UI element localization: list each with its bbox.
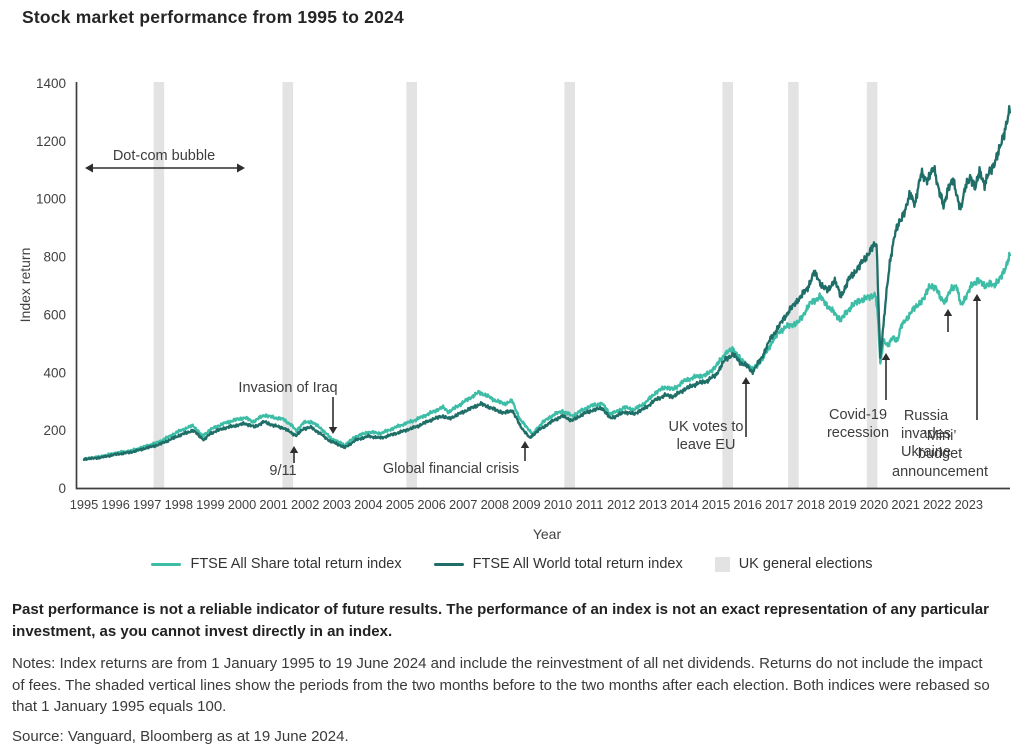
- svg-text:1000: 1000: [36, 192, 66, 207]
- annotation-covid: Covid-19 recession: [827, 353, 891, 441]
- svg-text:9/11: 9/11: [269, 463, 296, 479]
- svg-text:Russia: Russia: [904, 408, 949, 424]
- svg-text:0: 0: [58, 481, 66, 496]
- svg-text:2015: 2015: [702, 497, 730, 512]
- annotation-gfc: Global financial crisis: [383, 441, 530, 477]
- disclaimer-text: Past performance is not a reliable indic…: [12, 601, 989, 640]
- legend-label-all-world: FTSE All World total return index: [472, 556, 683, 572]
- svg-text:1997: 1997: [133, 497, 161, 512]
- svg-text:2022: 2022: [923, 497, 951, 512]
- svg-text:1995: 1995: [70, 497, 98, 512]
- svg-text:budget: budget: [918, 446, 962, 462]
- svg-text:2008: 2008: [481, 497, 509, 512]
- svg-text:2021: 2021: [891, 497, 919, 512]
- election-band: [866, 82, 878, 488]
- svg-text:2020: 2020: [860, 497, 888, 512]
- svg-text:invades: invades: [901, 426, 951, 442]
- notes-text: Notes: Index returns are from 1 January …: [12, 655, 990, 715]
- chart-legend: FTSE All Share total return index FTSE A…: [0, 556, 1024, 572]
- svg-text:800: 800: [43, 250, 66, 265]
- election-band: [282, 82, 294, 488]
- all-world-line-swatch: [433, 562, 464, 566]
- svg-text:2007: 2007: [449, 497, 477, 512]
- svg-text:2013: 2013: [639, 497, 667, 512]
- all-share-line-swatch: [151, 562, 182, 566]
- annotation-mini-budget: ‘Mini’ budget announcement: [892, 294, 988, 480]
- svg-text:2017: 2017: [765, 497, 793, 512]
- svg-text:Year: Year: [533, 526, 562, 542]
- svg-text:1400: 1400: [36, 76, 66, 91]
- svg-text:Covid-19: Covid-19: [829, 407, 887, 423]
- svg-text:2016: 2016: [733, 497, 761, 512]
- chart-title: Stock market performance from 1995 to 20…: [22, 7, 404, 27]
- svg-text:2004: 2004: [354, 497, 382, 512]
- svg-text:2018: 2018: [797, 497, 825, 512]
- svg-text:2003: 2003: [323, 497, 351, 512]
- svg-text:2023: 2023: [955, 497, 983, 512]
- election-band: [788, 82, 799, 488]
- svg-text:1998: 1998: [165, 497, 193, 512]
- svg-text:2011: 2011: [576, 497, 604, 512]
- svg-text:Index return: Index return: [17, 248, 33, 323]
- election-band: [722, 82, 733, 488]
- svg-text:400: 400: [43, 365, 66, 380]
- ftse-all-world-line: [82, 104, 1012, 462]
- svg-text:2010: 2010: [544, 497, 572, 512]
- svg-text:announcement: announcement: [892, 464, 988, 480]
- svg-text:2012: 2012: [607, 497, 635, 512]
- svg-text:1200: 1200: [36, 134, 66, 149]
- annotation-russia: Russia invades Ukraine: [901, 309, 953, 460]
- svg-text:1999: 1999: [196, 497, 224, 512]
- ftse-all-share-line: [82, 251, 1012, 462]
- svg-text:600: 600: [43, 307, 66, 322]
- election-band: [406, 82, 417, 488]
- svg-text:Global financial crisis: Global financial crisis: [383, 461, 519, 477]
- legend-label-elections: UK general elections: [738, 556, 873, 572]
- stock-performance-chart: 0 200 400 600 800 1000 1200 1400 1995 1996 1997 199…: [17, 76, 1012, 542]
- svg-text:2019: 2019: [828, 497, 856, 512]
- legend-item-all-share: FTSE All Share total return index: [151, 556, 402, 572]
- annotation-dotcom: Dot-com bubble: [85, 148, 245, 173]
- footer: Past performance is not a reliable indic…: [12, 599, 997, 747]
- svg-text:‘Mini’: ‘Mini’: [923, 428, 956, 444]
- election-band: [153, 82, 165, 488]
- elections-box-swatch: [714, 556, 730, 572]
- svg-text:UK votes to: UK votes to: [669, 419, 744, 435]
- svg-text:1996: 1996: [101, 497, 129, 512]
- svg-text:2006: 2006: [417, 497, 445, 512]
- legend-label-all-share: FTSE All Share total return index: [190, 556, 402, 572]
- legend-item-elections: UK general elections: [714, 556, 873, 572]
- svg-text:200: 200: [43, 423, 66, 438]
- svg-text:2005: 2005: [386, 497, 414, 512]
- axes: [75, 82, 1010, 490]
- legend-item-all-world: FTSE All World total return index: [433, 556, 683, 572]
- svg-text:leave EU: leave EU: [677, 437, 736, 453]
- svg-text:2001: 2001: [259, 497, 287, 512]
- source-text: Source: Vanguard, Bloomberg as at 19 Jun…: [12, 727, 349, 745]
- svg-text:recession: recession: [827, 425, 889, 441]
- annotation-iraq: Invasion of Iraq: [238, 380, 338, 434]
- svg-text:2014: 2014: [670, 497, 698, 512]
- svg-text:2002: 2002: [291, 497, 319, 512]
- annotation-nine-eleven: 9/11: [269, 446, 299, 479]
- election-band: [564, 82, 575, 488]
- annotation-brexit: UK votes to leave EU: [669, 377, 751, 453]
- svg-text:Invasion of Iraq: Invasion of Iraq: [238, 380, 337, 396]
- svg-text:Ukraine: Ukraine: [901, 444, 951, 460]
- svg-text:2000: 2000: [228, 497, 256, 512]
- svg-text:Dot-com bubble: Dot-com bubble: [113, 148, 215, 164]
- svg-text:2009: 2009: [512, 497, 540, 512]
